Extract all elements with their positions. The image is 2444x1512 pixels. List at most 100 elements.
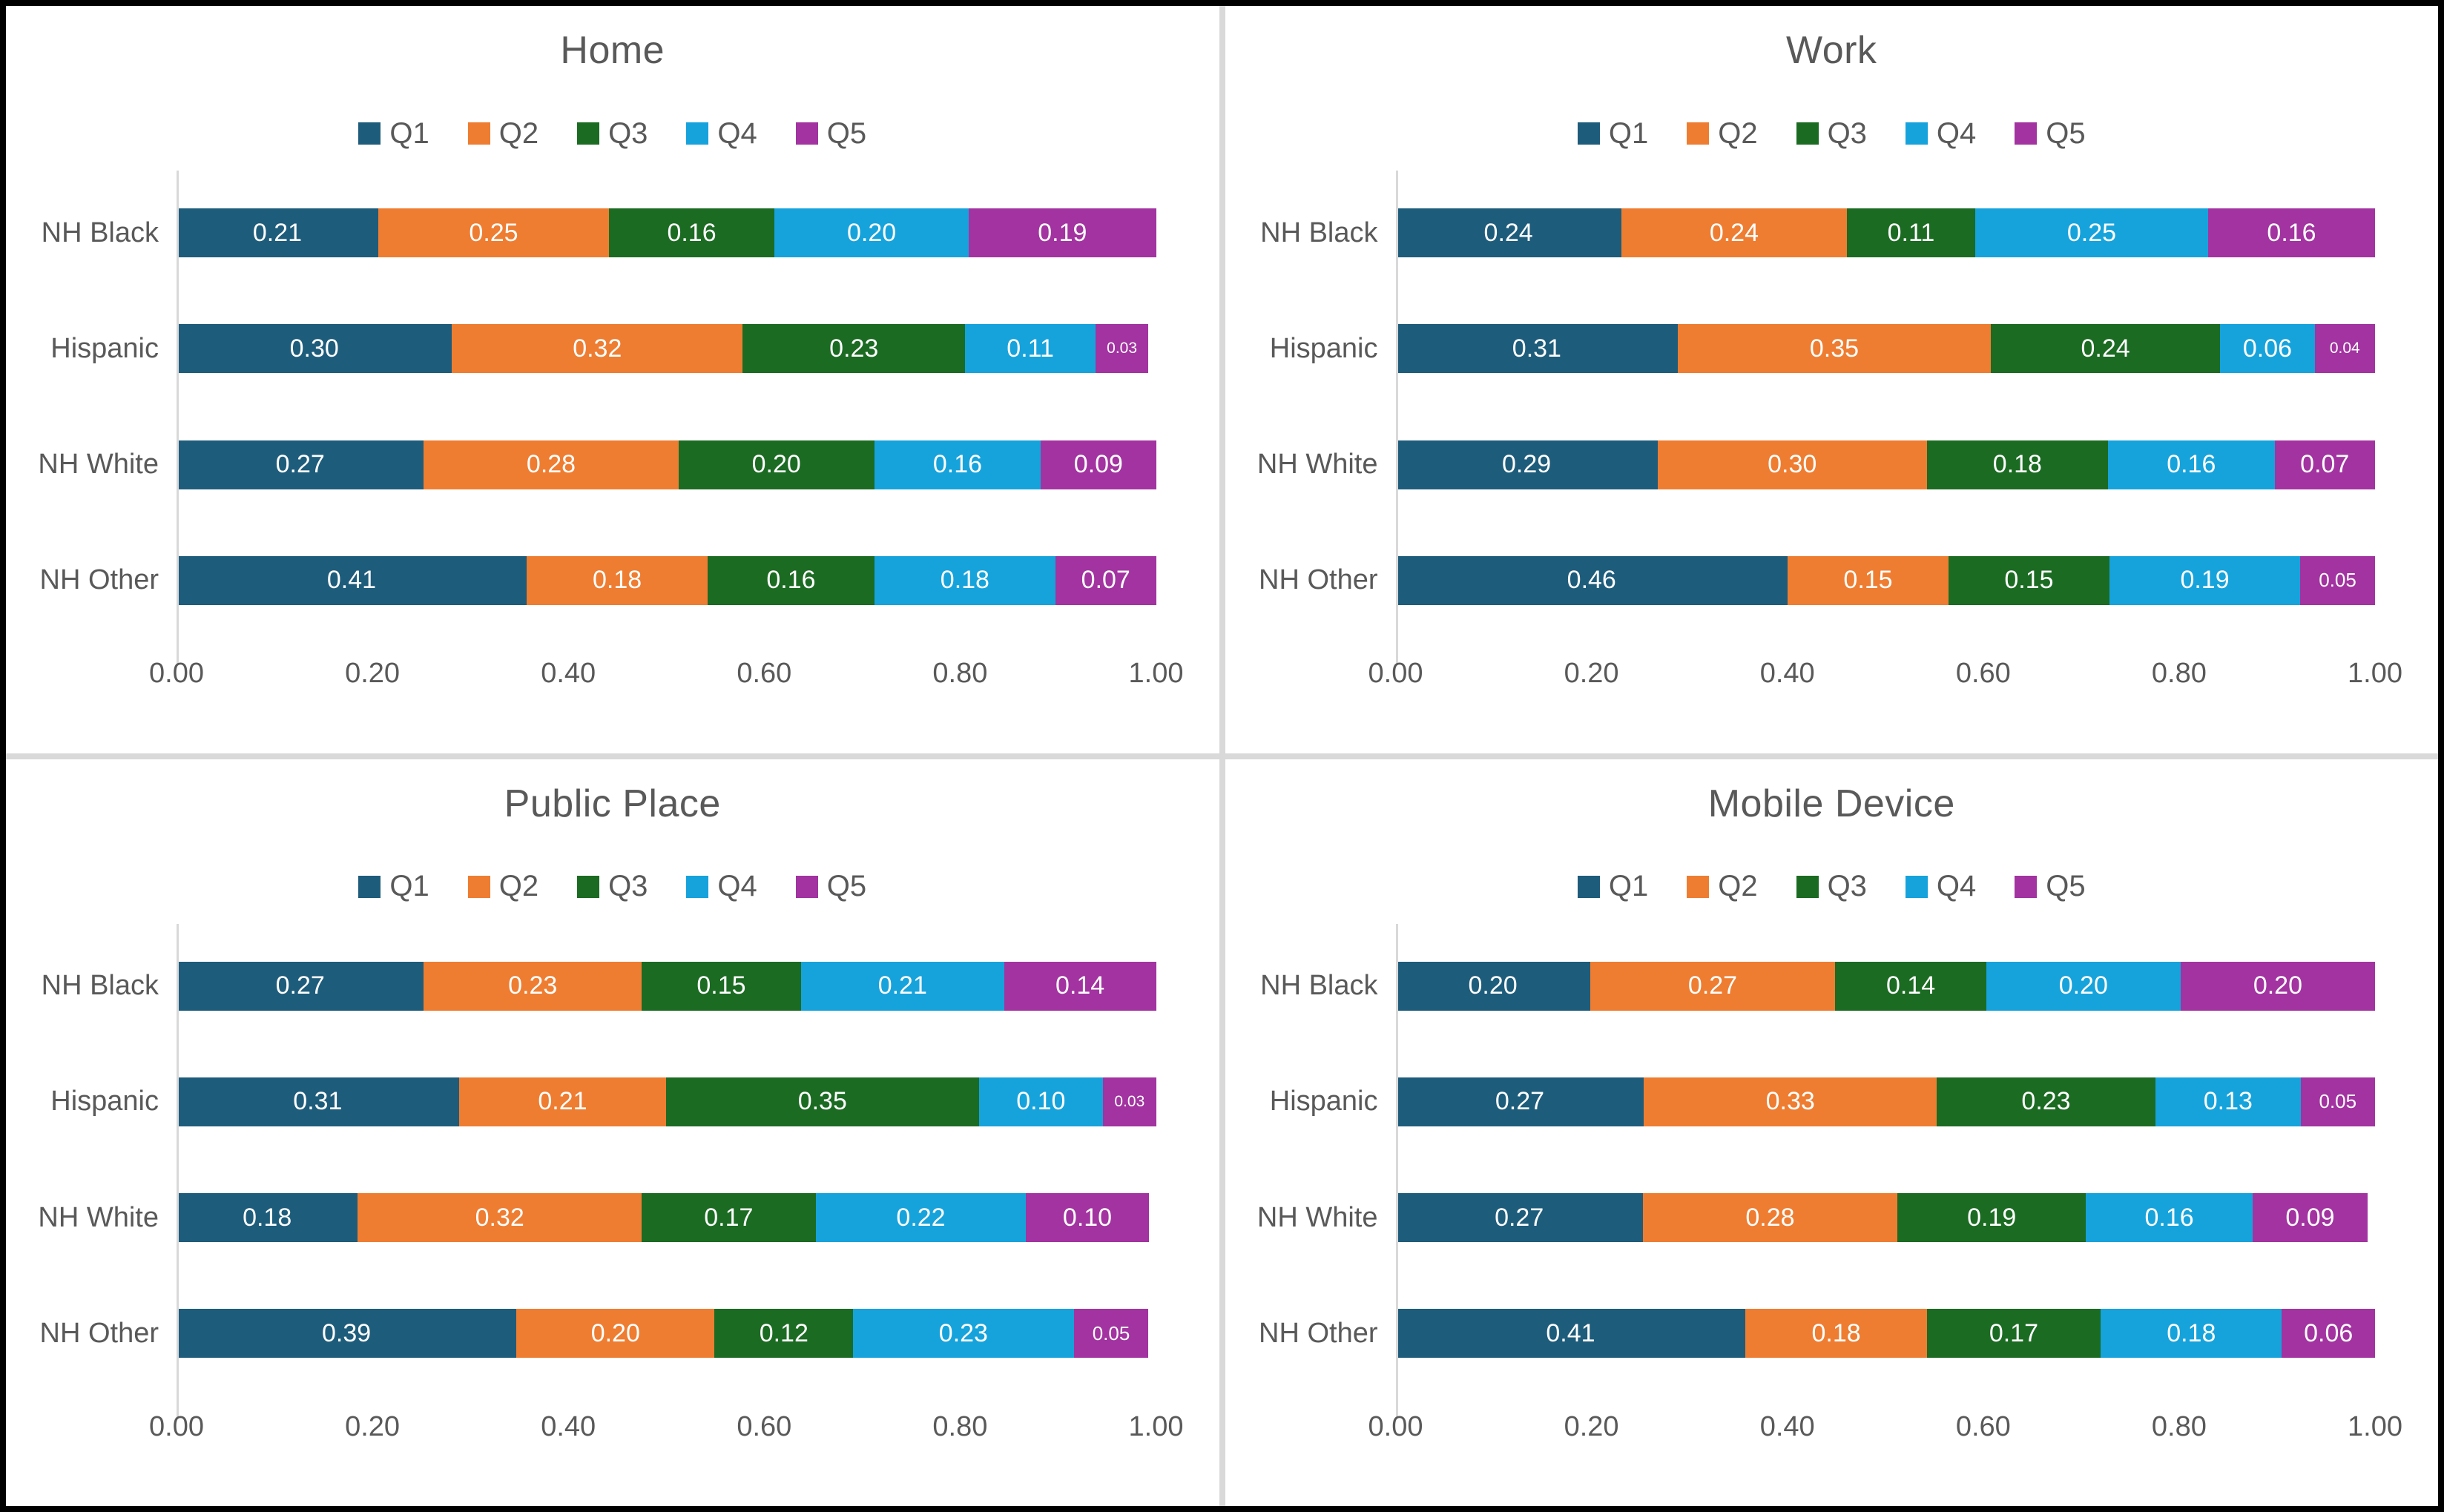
legend-item-q1: Q1: [358, 117, 429, 151]
bar-segment-q1: 0.27: [177, 961, 424, 1011]
chart-quadrant-home: Home Q1 Q2 Q3 Q4 Q5 NH Black 0.21 0.25 0.16 0.20…: [6, 6, 1219, 753]
bar-value-label: 0.09: [1073, 450, 1123, 479]
bar-segment-q4: 0.22: [815, 1193, 1027, 1243]
legend-label: Q1: [389, 116, 429, 150]
legend: Q1 Q2 Q3 Q4 Q5: [1225, 114, 2439, 153]
bar-value-label: 0.28: [1745, 1203, 1795, 1232]
bar-track: 0.27 0.28 0.20 0.16 0.09: [177, 440, 1156, 489]
bar-segment-q5: 0.06: [2282, 1309, 2375, 1359]
legend-item-q5: Q5: [2015, 870, 2086, 903]
bar-track: 0.41 0.18 0.16 0.18 0.07: [177, 555, 1156, 605]
bar-segment-q1: 0.24: [1395, 208, 1621, 258]
legend-item-q3: Q3: [1796, 117, 1867, 151]
legend-item-q4: Q4: [686, 117, 757, 151]
legend-label: Q3: [1827, 116, 1867, 150]
bar-segment-q2: 0.33: [1644, 1077, 1937, 1126]
bar-segment-q5: 0.03: [1103, 1077, 1156, 1126]
legend-swatch-q5-icon: [2015, 875, 2038, 898]
bar-row: NH Other 0.39 0.20 0.12 0.23 0.05: [6, 1276, 1219, 1391]
bar-segment-q5: 0.03: [1095, 324, 1149, 374]
bar-row: Hispanic 0.31 0.35 0.24 0.06 0.04: [1225, 291, 2439, 406]
x-tick-label: 0.80: [2151, 1410, 2207, 1442]
bar-value-label: 0.27: [275, 450, 325, 479]
bar-track: 0.41 0.18 0.17 0.18 0.06: [1395, 1309, 2375, 1359]
bar-value-label: 0.07: [1081, 566, 1130, 595]
bar-segment-q4: 0.13: [2155, 1077, 2301, 1126]
bar-value-label: 0.19: [2180, 566, 2230, 595]
bar-segment-q1: 0.27: [1395, 1077, 1644, 1126]
bar-segment-q3: 0.20: [678, 440, 874, 489]
bar-segment-q5: 0.05: [2300, 555, 2375, 605]
chart-quadrant-work: Work Q1 Q2 Q3 Q4 Q5 NH Black 0.24 0.24 0.11 0.25…: [1225, 6, 2439, 753]
x-axis: 0.00 0.20 0.40 0.60 0.80 1.00: [149, 638, 1183, 705]
bar-row: NH White 0.27 0.28 0.20 0.16 0.09: [6, 407, 1219, 522]
bar-segment-q5: 0.14: [1004, 961, 1156, 1011]
bar-row: NH Black 0.20 0.27 0.14 0.20 0.20: [1225, 928, 2439, 1043]
bar-value-label: 0.06: [2242, 334, 2293, 363]
bar-value-label: 0.14: [1885, 971, 1936, 1000]
bar-track: 0.46 0.15 0.15 0.19 0.05: [1395, 555, 2376, 605]
x-tick-label: 0.60: [737, 1410, 792, 1442]
x-tick-label: 0.80: [932, 658, 988, 689]
bar-value-label: 0.21: [252, 218, 303, 247]
legend-label: Q2: [1718, 870, 1758, 902]
category-label: NH White: [1256, 1201, 1378, 1233]
bar-segment-q2: 0.21: [458, 1077, 667, 1126]
bar-segment-q3: 0.35: [666, 1077, 979, 1126]
bar-value-label: 0.32: [475, 1203, 524, 1232]
bar-value-label: 0.41: [1546, 1318, 1595, 1347]
legend-swatch-q5-icon: [795, 122, 818, 145]
bar-segment-q2: 0.23: [424, 961, 642, 1011]
bar-value-label: 0.24: [1483, 218, 1533, 247]
bar-value-label: 0.03: [1107, 340, 1138, 357]
bar-value-label: 0.05: [2319, 1090, 2357, 1113]
legend-label: Q5: [2046, 870, 2086, 902]
legend-item-q1: Q1: [1577, 117, 1648, 151]
bar-row: NH Black 0.21 0.25 0.16 0.20 0.19: [6, 176, 1219, 291]
bar-rows: NH Black 0.24 0.24 0.11 0.25 0.16 Hispanic 0.31…: [1225, 171, 2439, 664]
bar-segment-q5: 0.04: [2314, 324, 2375, 374]
bar-value-label: 0.20: [2253, 971, 2303, 1000]
bar-value-label: 0.16: [766, 566, 816, 595]
x-tick-label: 0.80: [2151, 658, 2207, 689]
bar-segment-q4: 0.06: [2220, 324, 2315, 374]
bar-rows: NH Black 0.27 0.23 0.15 0.21 0.14 Hispanic 0.31…: [6, 923, 1219, 1417]
bar-segment-q3: 0.23: [742, 324, 966, 374]
x-tick-label: 0.40: [541, 1410, 596, 1442]
x-tick-label: 0.00: [1368, 1410, 1423, 1442]
legend-swatch-q2-icon: [467, 122, 490, 145]
bar-value-label: 0.15: [1843, 566, 1893, 595]
legend-swatch-q1-icon: [1577, 875, 1600, 898]
x-tick-label: 0.60: [1955, 658, 2011, 689]
bar-segment-q4: 0.16: [2086, 1193, 2253, 1243]
legend-label: Q5: [826, 116, 867, 150]
chart-body-work: Q1 Q2 Q3 Q4 Q5 NH Black 0.24 0.24 0.11 0.25 0.16 H…: [1225, 76, 2439, 753]
legend-swatch-q4-icon: [1905, 122, 1928, 145]
bar-value-label: 0.19: [1038, 218, 1087, 247]
chart-quadrant-mobile-device: Mobile Device Q1 Q2 Q3 Q4 Q5 NH Black 0.20 0.2…: [1225, 759, 2439, 1506]
bar-value-label: 0.28: [526, 450, 576, 479]
bar-track: 0.27 0.23 0.15 0.21 0.14: [177, 961, 1156, 1011]
legend-swatch-q4-icon: [686, 875, 709, 898]
bar-segment-q3: 0.24: [1990, 324, 2221, 374]
legend-swatch-q4-icon: [686, 122, 709, 145]
bar-value-label: 0.41: [326, 566, 377, 595]
x-axis: 0.00 0.20 0.40 0.60 0.80 1.00: [1368, 1392, 2402, 1459]
bar-value-label: 0.11: [1007, 334, 1054, 363]
bar-track: 0.21 0.25 0.16 0.20 0.19: [177, 208, 1156, 258]
bar-segment-q5: 0.19: [969, 208, 1156, 258]
bar-value-label: 0.03: [1114, 1092, 1145, 1110]
bar-value-label: 0.16: [2167, 450, 2216, 479]
bar-value-label: 0.25: [2066, 218, 2117, 247]
bar-segment-q2: 0.18: [526, 555, 708, 605]
legend-swatch-q5-icon: [2015, 122, 2038, 145]
bar-segment-q3: 0.17: [1926, 1309, 2101, 1359]
bar-value-label: 0.17: [704, 1203, 754, 1232]
bar-segment-q2: 0.25: [378, 208, 610, 258]
x-tick-label: 0.40: [541, 658, 596, 689]
x-tick-label: 0.00: [149, 658, 204, 689]
legend-item-q5: Q5: [795, 870, 866, 903]
legend-label: Q3: [608, 116, 648, 150]
bar-segment-q2: 0.27: [1590, 961, 1836, 1011]
bar-value-label: 0.05: [1092, 1321, 1130, 1344]
